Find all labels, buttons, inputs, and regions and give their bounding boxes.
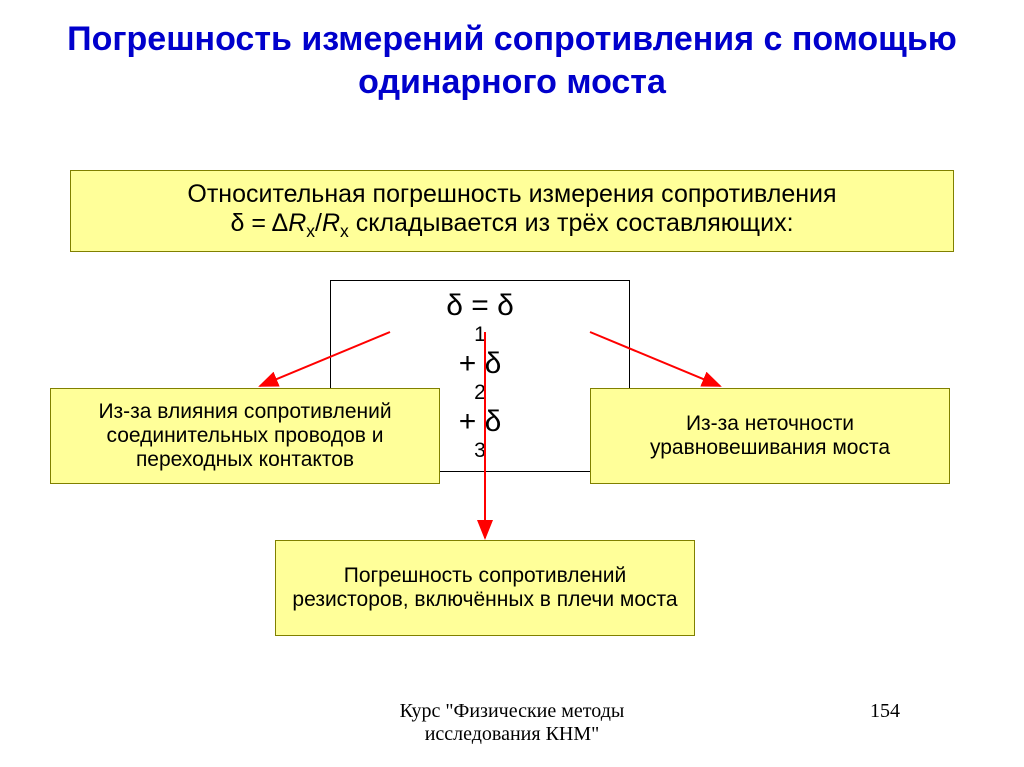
formula-p4: + δ xyxy=(459,405,502,439)
footer-line2: исследования КНМ" xyxy=(362,723,662,746)
intro-line1: Относительная погрешность измерения сопр… xyxy=(187,180,836,209)
formula-p5: 3 xyxy=(474,439,486,463)
intro-sub2: x xyxy=(340,221,349,241)
intro-var2: R xyxy=(322,209,340,237)
formula-p1: 1 xyxy=(474,323,486,347)
intro-var1: R xyxy=(288,209,306,237)
slide-title: Погрешность измерений сопротивления с по… xyxy=(0,0,1024,113)
box-right: Из-за неточности уравновешивания моста xyxy=(590,388,950,484)
formula-p0: δ = δ xyxy=(446,289,514,323)
intro-mid: / xyxy=(315,209,322,237)
page-number: 154 xyxy=(870,700,900,723)
intro-suffix: складывается из трёх составляющих: xyxy=(349,209,794,237)
footer: Курс "Физические методы исследования КНМ… xyxy=(362,700,662,746)
intro-line2: δ = ΔRx/Rx складывается из трёх составля… xyxy=(230,209,793,242)
box-bottom: Погрешность сопротивлений резисторов, вк… xyxy=(275,540,695,636)
intro-sub1: x xyxy=(306,221,315,241)
formula-p2: + δ xyxy=(459,347,502,381)
footer-line1: Курс "Физические методы xyxy=(362,700,662,723)
intro-box: Относительная погрешность измерения сопр… xyxy=(70,170,954,252)
intro-prefix: δ = Δ xyxy=(230,209,288,237)
box-left: Из-за влияния сопротивлений соединительн… xyxy=(50,388,440,484)
formula-p3: 2 xyxy=(474,381,486,405)
